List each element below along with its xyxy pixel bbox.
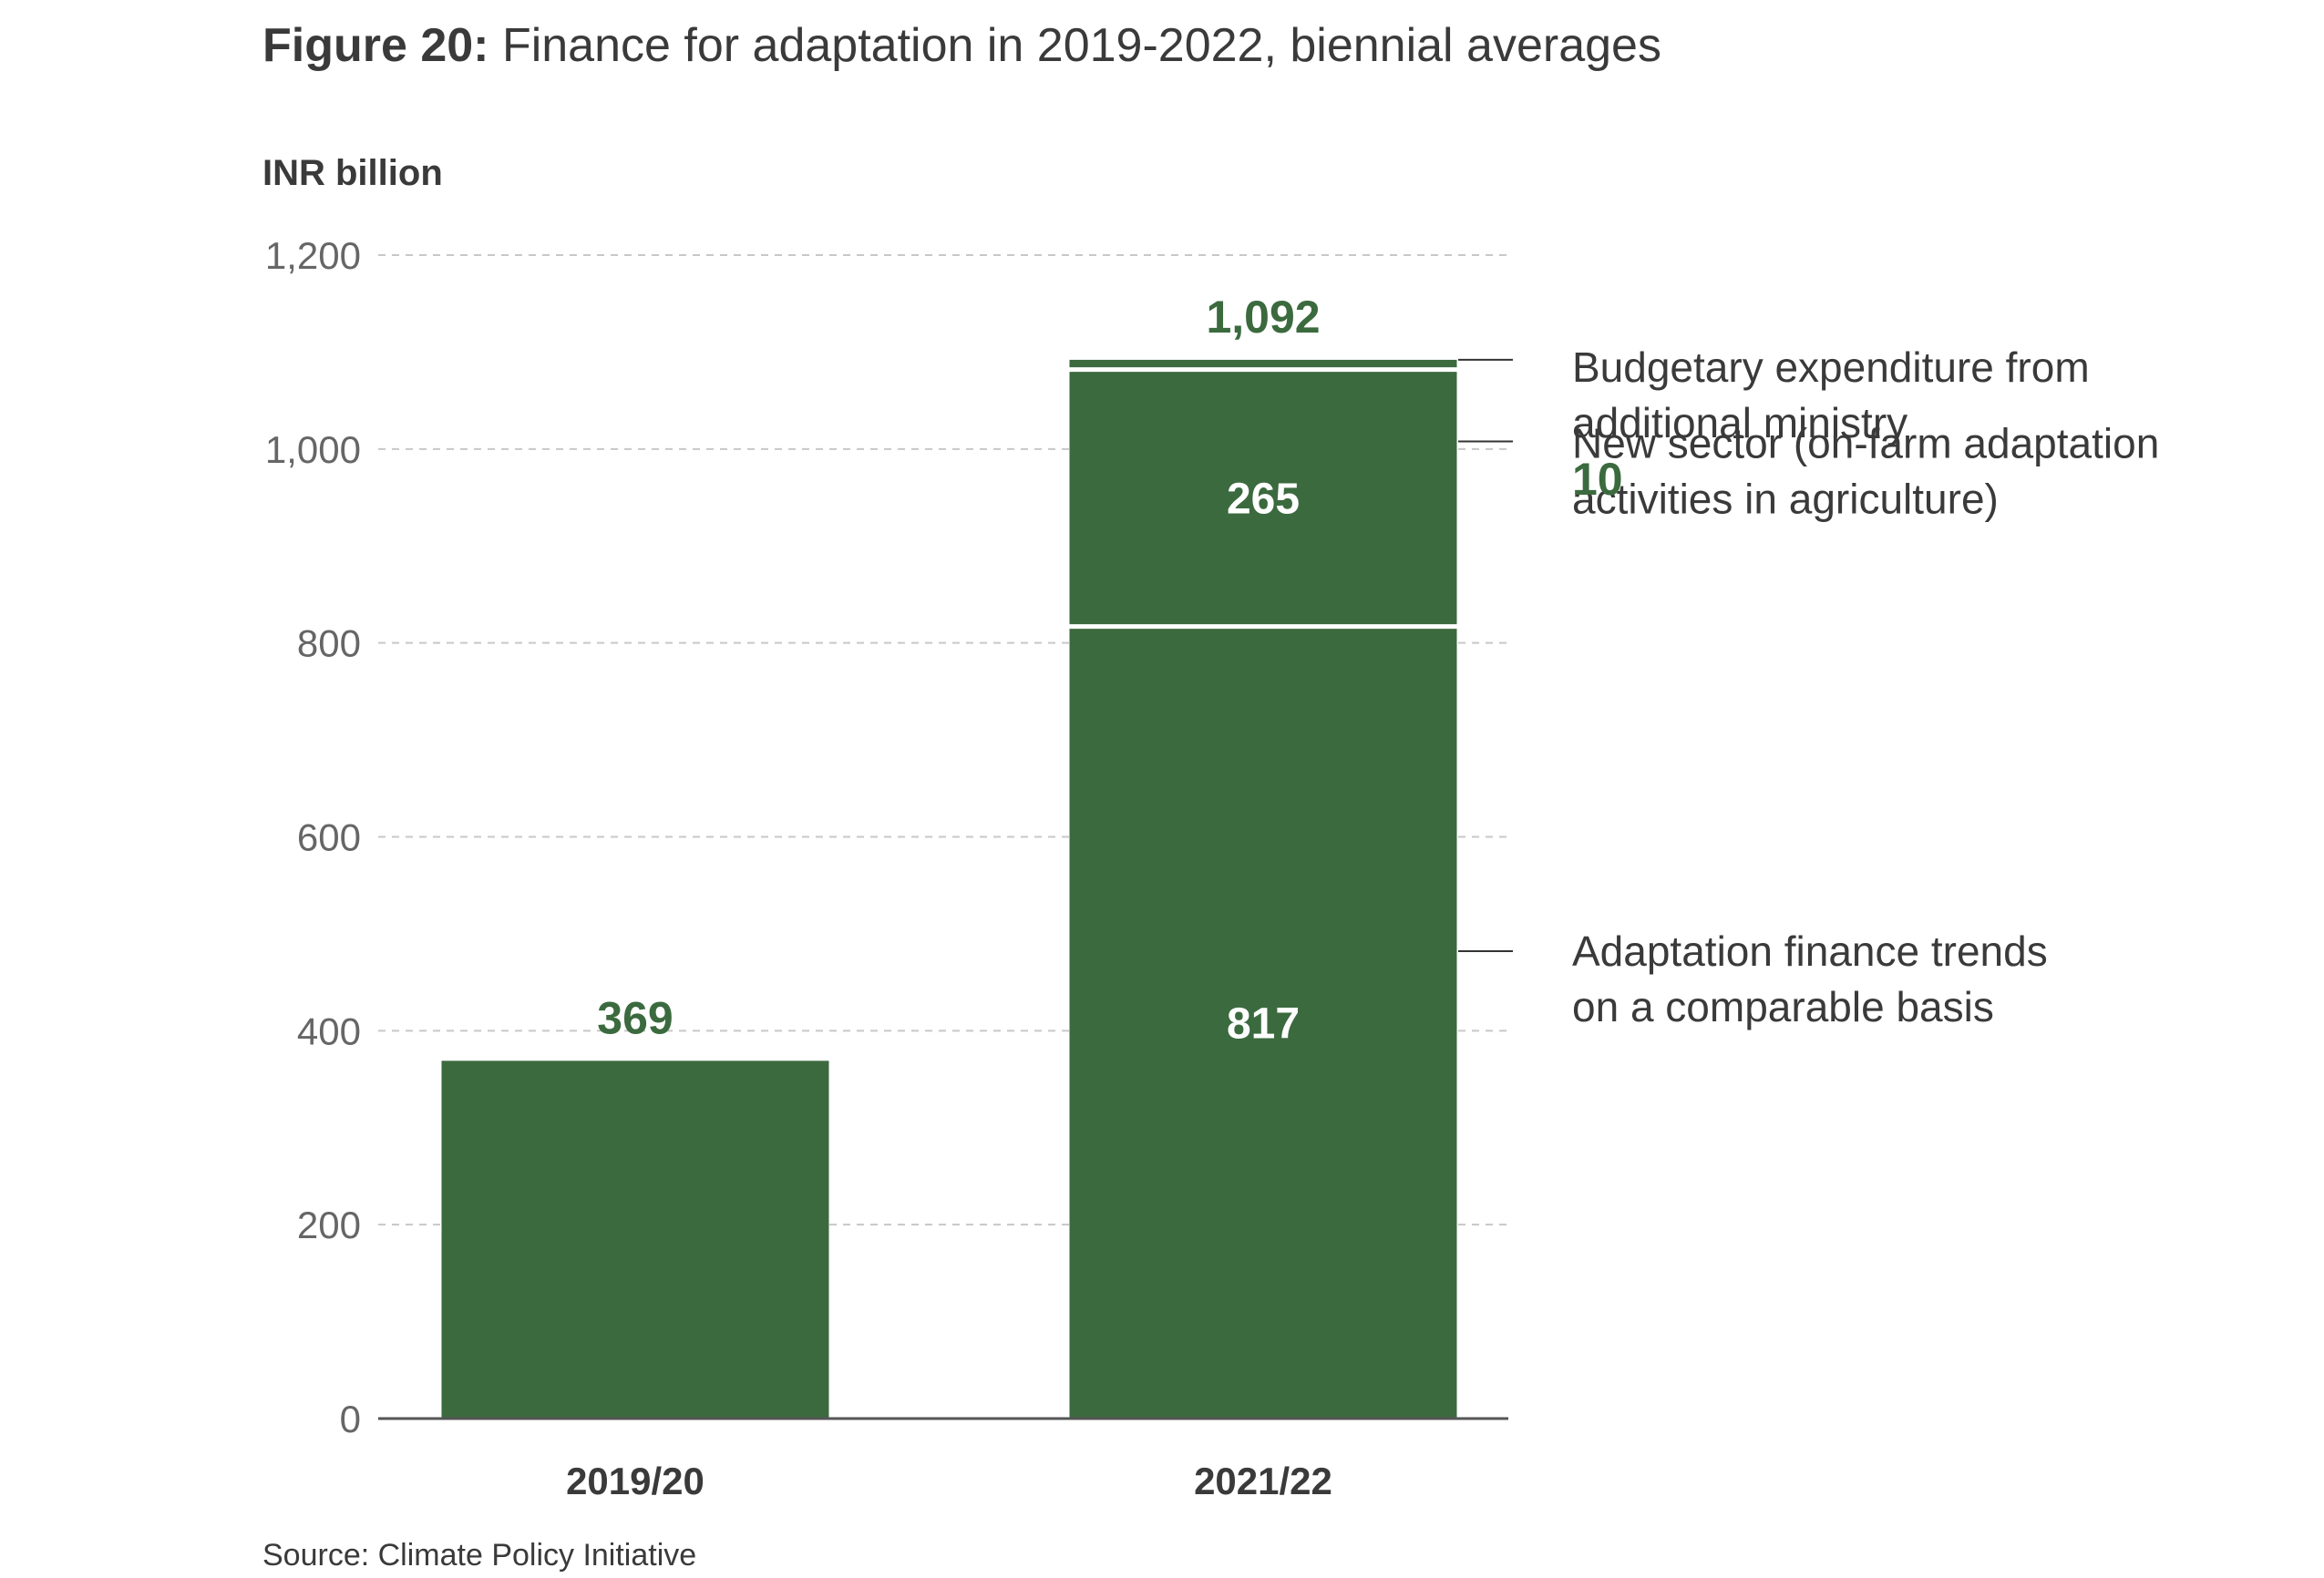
annotation-label: additional ministry bbox=[1572, 399, 1908, 446]
bar-value-label: 265 bbox=[1227, 476, 1300, 524]
y-tick-label: 400 bbox=[297, 1009, 361, 1052]
chart-title: Figure 20: Finance for adaptation in 201… bbox=[262, 18, 1661, 73]
y-tick-label: 800 bbox=[297, 622, 361, 665]
y-tick-label: 200 bbox=[297, 1204, 361, 1246]
annotation-label: activities in agriculture) bbox=[1572, 476, 1999, 523]
x-tick-label: 2021/22 bbox=[1194, 1460, 1332, 1502]
bar-segment bbox=[1069, 369, 1457, 627]
bar-value-label: 817 bbox=[1227, 999, 1300, 1048]
y-tick-label: 1,200 bbox=[265, 234, 361, 277]
annotation-value: 10 bbox=[1572, 454, 1623, 505]
y-tick-label: 600 bbox=[297, 816, 361, 859]
annotation-label: Adaptation finance trends bbox=[1572, 927, 2048, 975]
annotation-label: New sector (on-farm adaptation bbox=[1572, 420, 2159, 467]
annotation-label: Budgetary expenditure from bbox=[1572, 343, 2090, 391]
bar-segment bbox=[1069, 626, 1457, 1419]
y-tick-label: 0 bbox=[340, 1398, 361, 1440]
source-note: Source: Climate Policy Initiative bbox=[262, 1538, 697, 1573]
chart-title-text: Finance for adaptation in 2019-2022, bie… bbox=[488, 19, 1661, 72]
bar-total-label: 1,092 bbox=[1206, 292, 1320, 343]
bar-segment bbox=[441, 1061, 829, 1419]
y-axis-unit-label: INR billion bbox=[262, 153, 443, 193]
y-tick-label: 1,000 bbox=[265, 428, 361, 471]
annotation-label: on a comparable basis bbox=[1572, 983, 1994, 1030]
bar-segment bbox=[1069, 359, 1457, 370]
x-tick-label: 2019/20 bbox=[566, 1460, 704, 1502]
bar-total-label: 369 bbox=[597, 992, 673, 1043]
chart-title-lead: Figure 20: bbox=[262, 19, 489, 72]
